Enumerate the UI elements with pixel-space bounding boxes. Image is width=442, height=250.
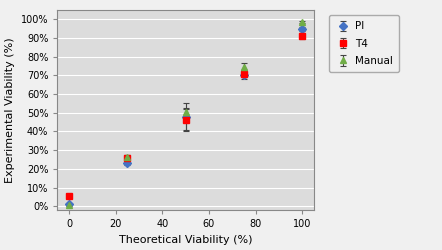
X-axis label: Theoretical Viability (%): Theoretical Viability (%)	[119, 234, 252, 244]
Legend: PI, T4, Manual: PI, T4, Manual	[329, 15, 400, 72]
Y-axis label: Experimental Viability (%): Experimental Viability (%)	[5, 37, 15, 183]
